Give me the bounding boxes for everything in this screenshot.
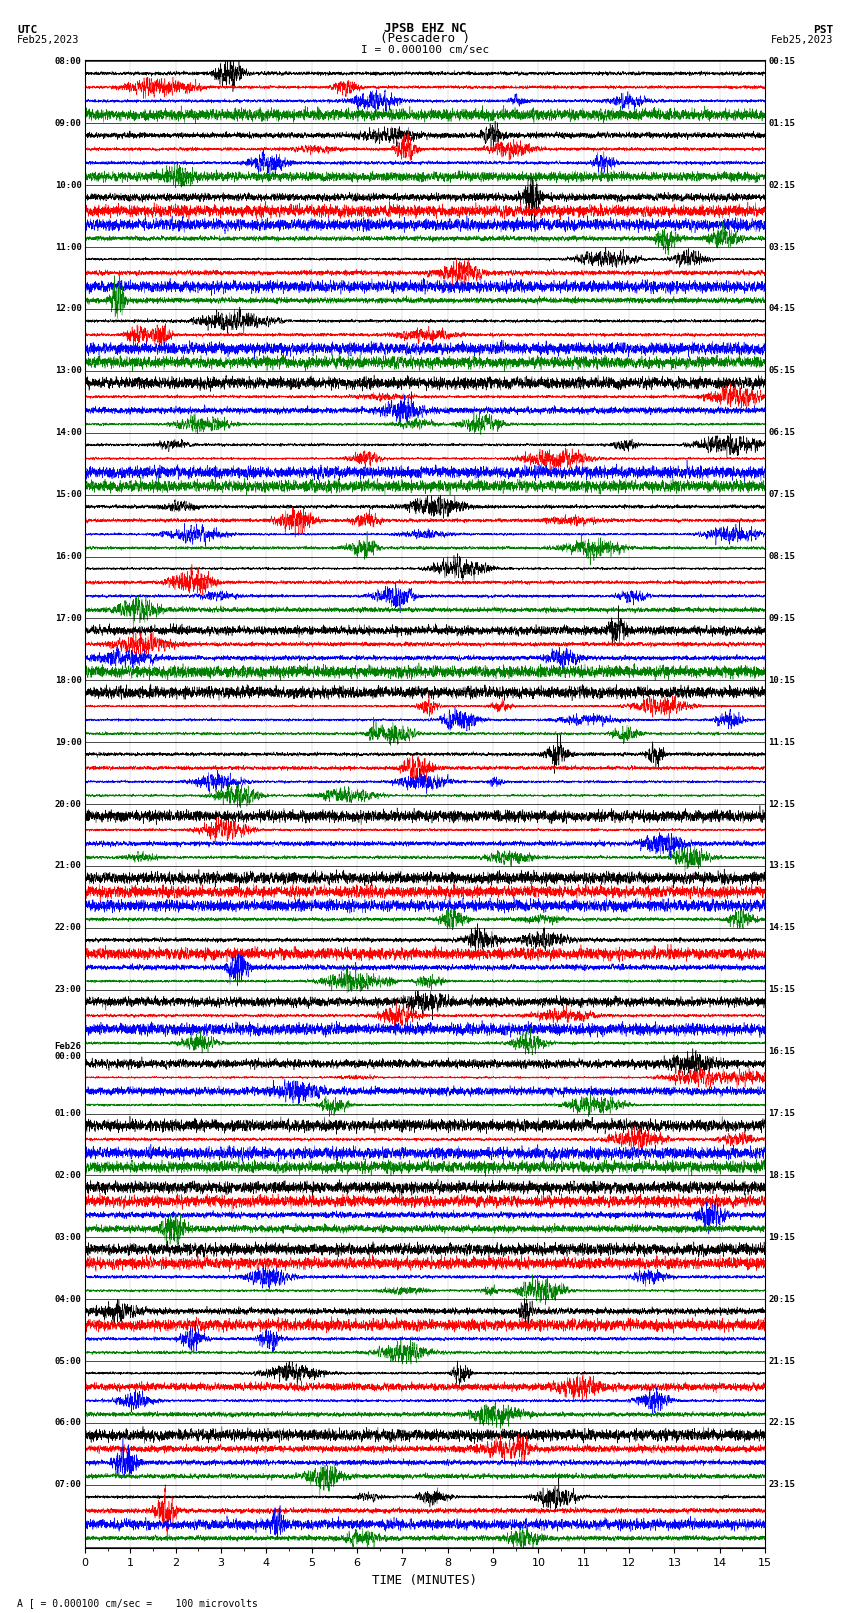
Text: 07:00: 07:00 — [54, 1481, 82, 1489]
Text: Feb25,2023: Feb25,2023 — [17, 35, 80, 45]
Text: 00:15: 00:15 — [768, 56, 796, 66]
Text: PST: PST — [813, 26, 833, 35]
Text: 23:00: 23:00 — [54, 986, 82, 994]
X-axis label: TIME (MINUTES): TIME (MINUTES) — [372, 1574, 478, 1587]
Text: 22:00: 22:00 — [54, 923, 82, 932]
Text: 20:00: 20:00 — [54, 800, 82, 808]
Text: 08:00: 08:00 — [54, 56, 82, 66]
Text: 12:15: 12:15 — [768, 800, 796, 808]
Text: 01:15: 01:15 — [768, 119, 796, 127]
Text: 19:00: 19:00 — [54, 737, 82, 747]
Text: 12:00: 12:00 — [54, 305, 82, 313]
Text: 08:15: 08:15 — [768, 552, 796, 561]
Text: 05:00: 05:00 — [54, 1357, 82, 1366]
Text: 21:15: 21:15 — [768, 1357, 796, 1366]
Text: 15:15: 15:15 — [768, 986, 796, 994]
Text: A [ = 0.000100 cm/sec =    100 microvolts: A [ = 0.000100 cm/sec = 100 microvolts — [17, 1598, 258, 1608]
Text: Feb26
00:00: Feb26 00:00 — [54, 1042, 82, 1061]
Text: 13:00: 13:00 — [54, 366, 82, 376]
Text: 01:00: 01:00 — [54, 1110, 82, 1118]
Text: 04:00: 04:00 — [54, 1295, 82, 1303]
Text: 18:15: 18:15 — [768, 1171, 796, 1181]
Text: 09:15: 09:15 — [768, 615, 796, 623]
Text: 11:15: 11:15 — [768, 737, 796, 747]
Text: (Pescadero ): (Pescadero ) — [380, 32, 470, 45]
Text: 22:15: 22:15 — [768, 1418, 796, 1428]
Text: 02:00: 02:00 — [54, 1171, 82, 1181]
Text: 13:15: 13:15 — [768, 861, 796, 871]
Text: 02:15: 02:15 — [768, 181, 796, 190]
Text: 17:00: 17:00 — [54, 615, 82, 623]
Text: 23:15: 23:15 — [768, 1481, 796, 1489]
Text: 03:15: 03:15 — [768, 242, 796, 252]
Text: 16:15: 16:15 — [768, 1047, 796, 1057]
Text: 14:00: 14:00 — [54, 427, 82, 437]
Text: Feb25,2023: Feb25,2023 — [770, 35, 833, 45]
Text: 05:15: 05:15 — [768, 366, 796, 376]
Text: 17:15: 17:15 — [768, 1110, 796, 1118]
Text: 19:15: 19:15 — [768, 1232, 796, 1242]
Text: 06:00: 06:00 — [54, 1418, 82, 1428]
Text: 18:00: 18:00 — [54, 676, 82, 686]
Text: UTC: UTC — [17, 26, 37, 35]
Text: 09:00: 09:00 — [54, 119, 82, 127]
Text: JPSB EHZ NC: JPSB EHZ NC — [383, 23, 467, 35]
Text: I = 0.000100 cm/sec: I = 0.000100 cm/sec — [361, 45, 489, 55]
Text: 06:15: 06:15 — [768, 427, 796, 437]
Text: 04:15: 04:15 — [768, 305, 796, 313]
Text: 21:00: 21:00 — [54, 861, 82, 871]
Text: 10:00: 10:00 — [54, 181, 82, 190]
Text: 16:00: 16:00 — [54, 552, 82, 561]
Text: 07:15: 07:15 — [768, 490, 796, 498]
Text: 10:15: 10:15 — [768, 676, 796, 686]
Text: 03:00: 03:00 — [54, 1232, 82, 1242]
Text: 15:00: 15:00 — [54, 490, 82, 498]
Text: 20:15: 20:15 — [768, 1295, 796, 1303]
Text: 11:00: 11:00 — [54, 242, 82, 252]
Text: 14:15: 14:15 — [768, 923, 796, 932]
